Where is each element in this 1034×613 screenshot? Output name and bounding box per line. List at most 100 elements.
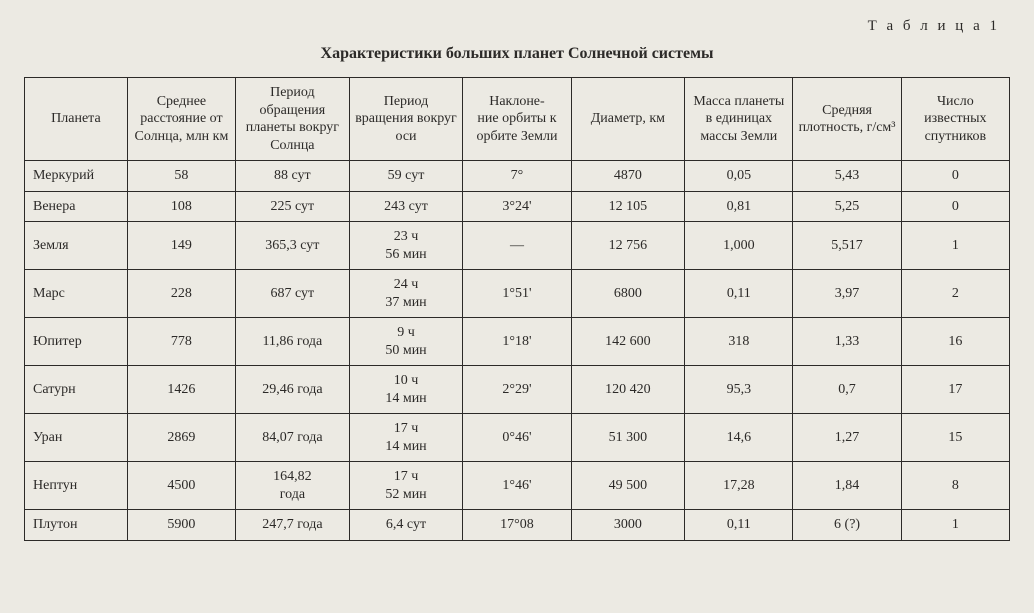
- data-cell: 1,33: [793, 318, 901, 366]
- planet-name-cell: Марс: [25, 270, 128, 318]
- data-cell: 687 сут: [236, 270, 350, 318]
- data-cell: 120 420: [571, 366, 685, 414]
- data-cell: 3000: [571, 510, 685, 541]
- data-cell: 228: [127, 270, 235, 318]
- planet-name-cell: Сатурн: [25, 366, 128, 414]
- data-cell: 225 сут: [236, 191, 350, 222]
- planet-name-cell: Меркурий: [25, 161, 128, 192]
- col-header: Число известных спутников: [901, 78, 1009, 161]
- data-cell: 318: [685, 318, 793, 366]
- data-cell: 0,11: [685, 270, 793, 318]
- table-label: Т а б л и ц а 1: [24, 18, 1010, 35]
- col-header: Средняя плотность, г/см³: [793, 78, 901, 161]
- data-cell: 2869: [127, 414, 235, 462]
- data-cell: 17 ч52 мин: [349, 462, 463, 510]
- data-cell: 84,07 года: [236, 414, 350, 462]
- data-cell: 3°24': [463, 191, 571, 222]
- data-cell: 5900: [127, 510, 235, 541]
- data-cell: 0,05: [685, 161, 793, 192]
- data-cell: 49 500: [571, 462, 685, 510]
- table-body: Меркурий5888 сут59 сут7°48700,055,430Вен…: [25, 161, 1010, 541]
- data-cell: 0: [901, 191, 1009, 222]
- planet-name-cell: Венера: [25, 191, 128, 222]
- data-cell: 778: [127, 318, 235, 366]
- data-cell: 4870: [571, 161, 685, 192]
- data-cell: 17: [901, 366, 1009, 414]
- data-cell: 88 сут: [236, 161, 350, 192]
- data-cell: 95,3: [685, 366, 793, 414]
- data-cell: 12 105: [571, 191, 685, 222]
- data-cell: 16: [901, 318, 1009, 366]
- data-cell: 11,86 года: [236, 318, 350, 366]
- data-cell: 6 (?): [793, 510, 901, 541]
- data-cell: 3,97: [793, 270, 901, 318]
- data-cell: 4500: [127, 462, 235, 510]
- data-cell: 12 756: [571, 222, 685, 270]
- data-cell: 58: [127, 161, 235, 192]
- data-cell: 23 ч56 мин: [349, 222, 463, 270]
- data-cell: 1: [901, 510, 1009, 541]
- table-row: Марс228687 сут24 ч37 мин1°51'68000,113,9…: [25, 270, 1010, 318]
- table-row: Сатурн142629,46 года10 ч14 мин2°29'120 4…: [25, 366, 1010, 414]
- data-cell: 5,43: [793, 161, 901, 192]
- data-cell: 15: [901, 414, 1009, 462]
- data-cell: 1°51': [463, 270, 571, 318]
- data-cell: 0,11: [685, 510, 793, 541]
- data-cell: 17 ч14 мин: [349, 414, 463, 462]
- data-cell: 7°: [463, 161, 571, 192]
- data-cell: 5,517: [793, 222, 901, 270]
- data-cell: 14,6: [685, 414, 793, 462]
- data-cell: 142 600: [571, 318, 685, 366]
- planet-name-cell: Уран: [25, 414, 128, 462]
- table-row: Нептун4500164,82года17 ч52 мин1°46'49 50…: [25, 462, 1010, 510]
- data-cell: 1,27: [793, 414, 901, 462]
- col-header: Планета: [25, 78, 128, 161]
- data-cell: 365,3 сут: [236, 222, 350, 270]
- data-cell: 164,82года: [236, 462, 350, 510]
- data-cell: 10 ч14 мин: [349, 366, 463, 414]
- data-cell: 17°08: [463, 510, 571, 541]
- data-cell: 59 сут: [349, 161, 463, 192]
- data-cell: 243 сут: [349, 191, 463, 222]
- col-header: Среднее расстояние от Солнца, млн км: [127, 78, 235, 161]
- col-header: Период вращения вокруг оси: [349, 78, 463, 161]
- table-row: Уран286984,07 года17 ч14 мин0°46'51 3001…: [25, 414, 1010, 462]
- data-cell: 1,84: [793, 462, 901, 510]
- data-cell: 2°29': [463, 366, 571, 414]
- data-cell: 247,7 года: [236, 510, 350, 541]
- table-row: Плутон5900247,7 года6,4 сут17°0830000,11…: [25, 510, 1010, 541]
- data-cell: 51 300: [571, 414, 685, 462]
- data-cell: 1426: [127, 366, 235, 414]
- col-header: Диаметр, км: [571, 78, 685, 161]
- data-cell: 2: [901, 270, 1009, 318]
- col-header: Масса планеты в единицах массы Земли: [685, 78, 793, 161]
- data-cell: 5,25: [793, 191, 901, 222]
- planet-name-cell: Земля: [25, 222, 128, 270]
- planets-table: Планета Среднее расстояние от Солнца, мл…: [24, 77, 1010, 541]
- page-title: Характеристики больших планет Солнечной …: [24, 45, 1010, 63]
- data-cell: 1°18': [463, 318, 571, 366]
- planet-name-cell: Нептун: [25, 462, 128, 510]
- table-row: Венера108225 сут243 сут3°24'12 1050,815,…: [25, 191, 1010, 222]
- col-header: Период обращения планеты вокруг Солнца: [236, 78, 350, 161]
- table-row: Земля149365,3 сут23 ч56 мин—12 7561,0005…: [25, 222, 1010, 270]
- data-cell: 6800: [571, 270, 685, 318]
- data-cell: 1°46': [463, 462, 571, 510]
- data-cell: 24 ч37 мин: [349, 270, 463, 318]
- planet-name-cell: Юпитер: [25, 318, 128, 366]
- data-cell: 9 ч50 мин: [349, 318, 463, 366]
- data-cell: 0: [901, 161, 1009, 192]
- data-cell: 17,28: [685, 462, 793, 510]
- data-cell: 1: [901, 222, 1009, 270]
- data-cell: 0,7: [793, 366, 901, 414]
- data-cell: —: [463, 222, 571, 270]
- table-row: Меркурий5888 сут59 сут7°48700,055,430: [25, 161, 1010, 192]
- col-header: Наклоне-ние орбиты к орбите Земли: [463, 78, 571, 161]
- table-header-row: Планета Среднее расстояние от Солнца, мл…: [25, 78, 1010, 161]
- data-cell: 0°46': [463, 414, 571, 462]
- data-cell: 8: [901, 462, 1009, 510]
- planet-name-cell: Плутон: [25, 510, 128, 541]
- table-row: Юпитер77811,86 года9 ч50 мин1°18'142 600…: [25, 318, 1010, 366]
- data-cell: 108: [127, 191, 235, 222]
- data-cell: 0,81: [685, 191, 793, 222]
